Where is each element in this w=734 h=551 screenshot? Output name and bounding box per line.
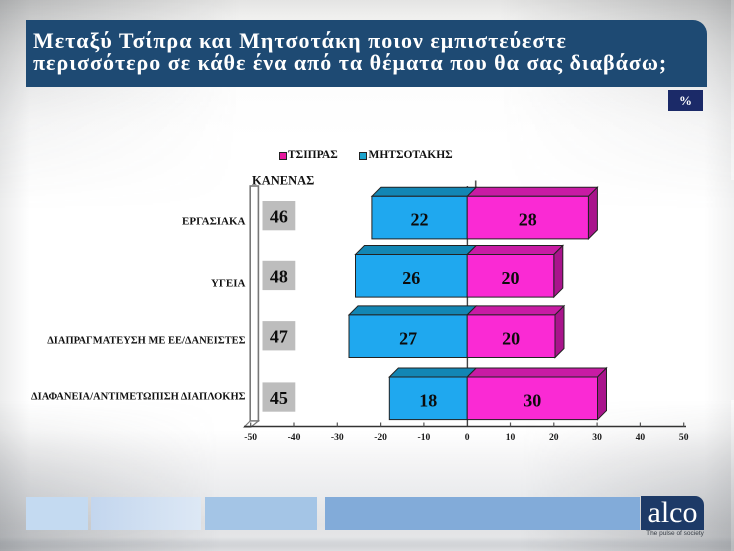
svg-text:-10: -10: [418, 432, 431, 443]
svg-text:0: 0: [465, 432, 470, 443]
svg-text:ΕΡΓΑΣΙΑΚΑ: ΕΡΓΑΣΙΑΚΑ: [182, 216, 246, 228]
svg-text:10: 10: [506, 432, 516, 443]
svg-text:ΚΑΝΕΝΑΣ: ΚΑΝΕΝΑΣ: [252, 174, 314, 188]
svg-text:50: 50: [679, 432, 689, 443]
svg-text:30: 30: [523, 391, 541, 411]
svg-text:18: 18: [419, 391, 437, 411]
svg-text:40: 40: [636, 432, 646, 443]
svg-text:22: 22: [411, 210, 429, 230]
svg-text:-30: -30: [331, 432, 344, 443]
svg-text:26: 26: [402, 268, 420, 288]
svg-text:20: 20: [502, 268, 520, 288]
svg-text:20: 20: [549, 432, 559, 443]
svg-text:20: 20: [502, 328, 520, 348]
svg-text:-20: -20: [374, 432, 387, 443]
svg-text:28: 28: [519, 210, 537, 230]
svg-text:47: 47: [270, 327, 288, 347]
svg-text:27: 27: [399, 328, 417, 348]
svg-text:ΥΓΕΙΑ: ΥΓΕΙΑ: [211, 277, 246, 289]
svg-text:ΔΙΑΠΡΑΓΜΑΤΕΥΣΗ ΜΕ ΕΕ/ΔΑΝΕΙΣΤΕΣ: ΔΙΑΠΡΑΓΜΑΤΕΥΣΗ ΜΕ ΕΕ/ΔΑΝΕΙΣΤΕΣ: [47, 336, 245, 347]
svg-text:ΔΙΑΦΑΝΕΙΑ/ΑΝΤΙΜΕΤΩΠΙΣΗ ΔΙΑΠΛΟ: ΔΙΑΦΑΝΕΙΑ/ΑΝΤΙΜΕΤΩΠΙΣΗ ΔΙΑΠΛΟΚΗΣ: [31, 391, 246, 402]
svg-text:46: 46: [270, 207, 288, 227]
svg-text:45: 45: [270, 388, 288, 408]
svg-text:30: 30: [592, 432, 602, 443]
svg-text:-50: -50: [244, 432, 257, 443]
svg-text:48: 48: [270, 266, 288, 286]
svg-text:-40: -40: [288, 432, 301, 443]
